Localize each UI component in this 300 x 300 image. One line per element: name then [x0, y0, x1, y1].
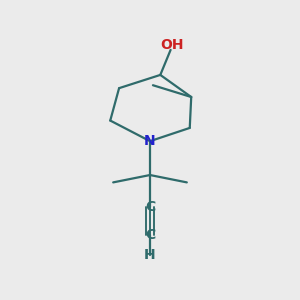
Text: OH: OH — [160, 38, 184, 52]
Text: H: H — [144, 248, 156, 262]
Text: N: N — [144, 134, 156, 148]
Text: C: C — [145, 200, 155, 214]
Text: C: C — [145, 228, 155, 242]
